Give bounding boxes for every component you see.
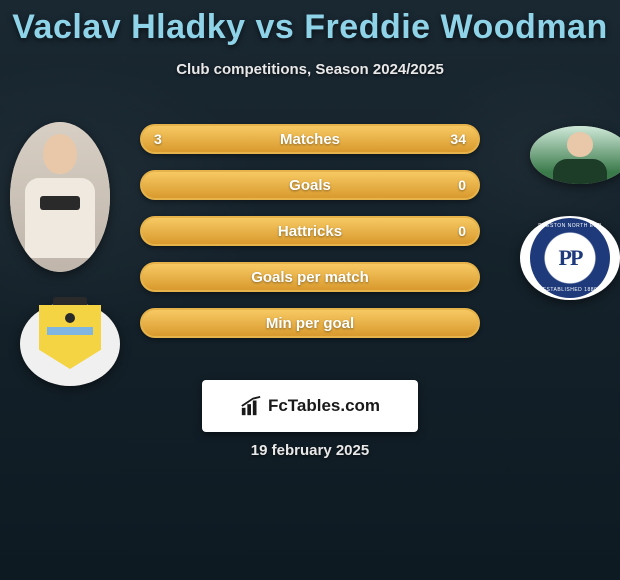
- page-title: Vaclav Hladky vs Freddie Woodman: [0, 0, 620, 47]
- stat-row-matches: 3 Matches 34: [140, 124, 480, 154]
- stat-row-min-per-goal: Min per goal: [140, 308, 480, 338]
- player-right-avatar: [530, 126, 620, 184]
- stat-right-value: 0: [458, 177, 466, 193]
- stat-right-value: 0: [458, 223, 466, 239]
- player-left-avatar: [10, 122, 110, 272]
- player-right-silhouette: [530, 126, 620, 184]
- stat-label: Matches: [280, 131, 340, 148]
- subtitle: Club competitions, Season 2024/2025: [0, 61, 620, 78]
- brand-text: FcTables.com: [268, 396, 380, 416]
- stats-bars: 3 Matches 34 Goals 0 Hattricks 0 Goals p…: [140, 124, 480, 354]
- club-right-crest: PP: [520, 216, 620, 300]
- date-stamp: 19 february 2025: [0, 442, 620, 459]
- brand-chart-icon: [240, 395, 262, 417]
- player-left-silhouette: [10, 122, 110, 272]
- stat-row-goals: Goals 0: [140, 170, 480, 200]
- club-right-badge: PP: [530, 218, 610, 298]
- stat-label: Goals: [289, 177, 331, 194]
- stat-row-hattricks: Hattricks 0: [140, 216, 480, 246]
- club-left-crest: [20, 302, 120, 386]
- stat-label: Goals per match: [251, 269, 369, 286]
- stat-label: Min per goal: [266, 315, 354, 332]
- club-left-badge: [39, 305, 101, 383]
- stat-label: Hattricks: [278, 223, 342, 240]
- stat-row-goals-per-match: Goals per match: [140, 262, 480, 292]
- container: Vaclav Hladky vs Freddie Woodman Club co…: [0, 0, 620, 580]
- stat-left-value: 3: [154, 131, 162, 147]
- brand-badge: FcTables.com: [202, 380, 418, 432]
- stat-right-value: 34: [450, 131, 466, 147]
